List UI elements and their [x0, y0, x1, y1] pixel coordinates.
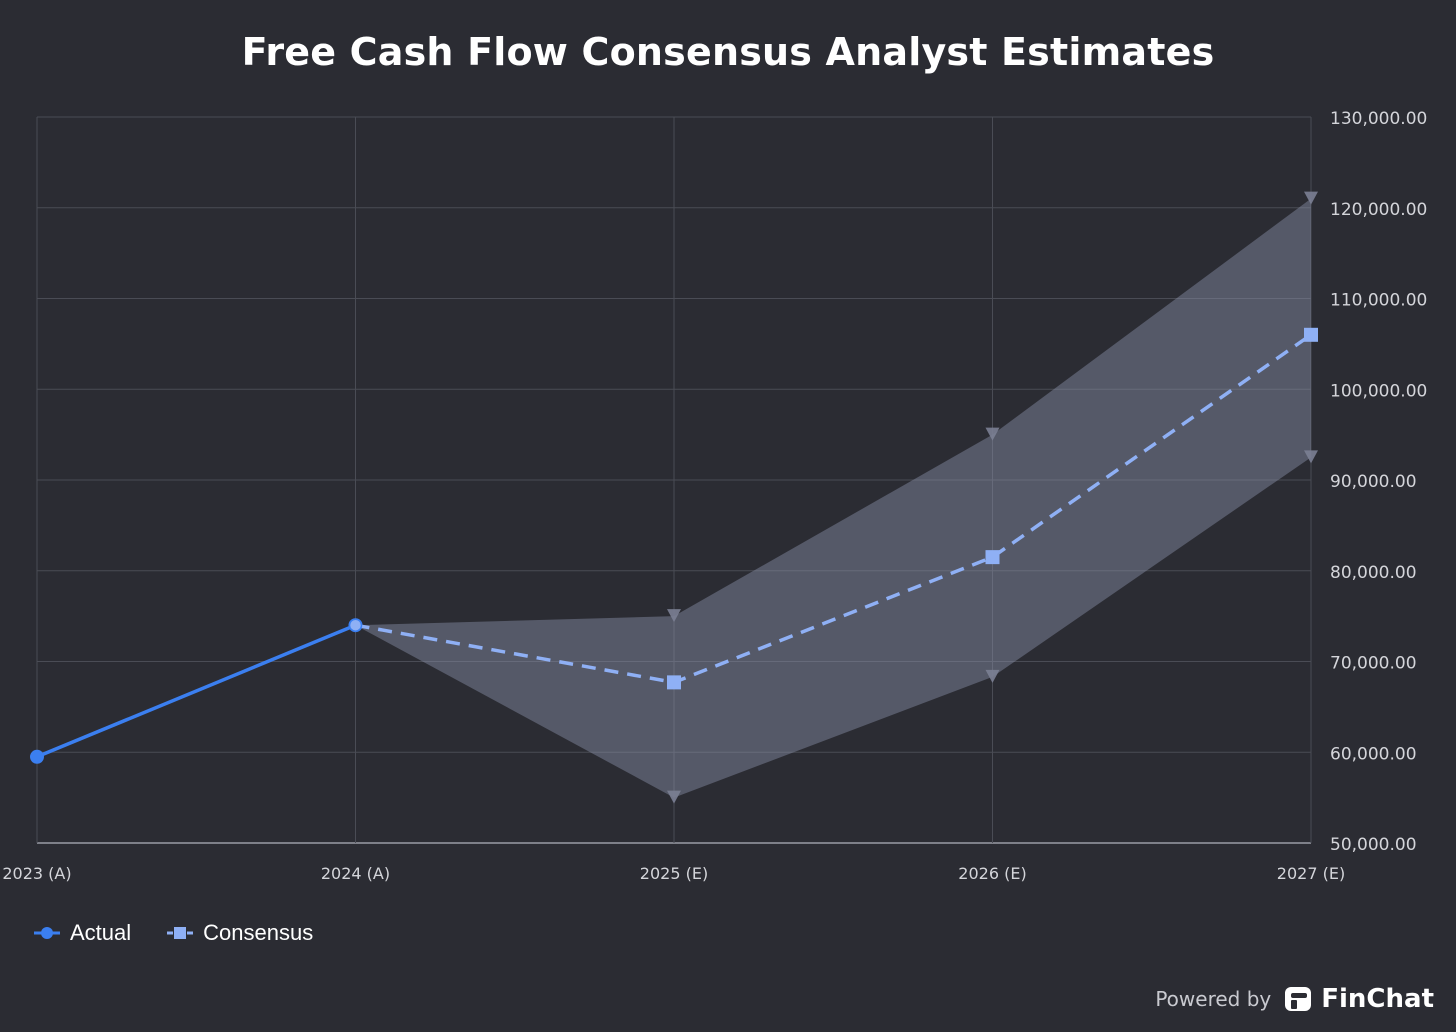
x-tick-label: 2024 (A): [321, 864, 390, 883]
y-tick-label: 130,000.00: [1330, 109, 1427, 129]
y-tick-label: 80,000.00: [1330, 563, 1417, 583]
data-point-actual: [30, 749, 44, 764]
y-tick-label: 90,000.00: [1330, 472, 1417, 492]
chart-title: Free Cash Flow Consensus Analyst Estimat…: [241, 30, 1215, 74]
data-point-consensus: [1304, 327, 1318, 342]
legend: Actual Consensus: [32, 916, 313, 950]
footer: Powered by FinChat: [1155, 984, 1434, 1014]
y-tick-label: 50,000.00: [1330, 835, 1417, 855]
x-tick-label: 2026 (E): [958, 864, 1026, 883]
data-point-consensus: [985, 550, 1000, 565]
series: [30, 327, 1318, 764]
range-low-marker: [1304, 450, 1318, 464]
range-high-marker: [667, 609, 681, 623]
range-low-marker: [667, 790, 681, 804]
y-tick-label: 70,000.00: [1330, 654, 1417, 674]
range-low-marker: [985, 669, 1000, 683]
finchat-logo-icon: [1285, 987, 1312, 1011]
legend-label-consensus: Consensus: [203, 920, 314, 945]
series-line-consensus: [355, 333, 1313, 685]
series-line-actual: [36, 623, 357, 759]
y-tick-label: 100,000.00: [1330, 381, 1427, 401]
estimate-range-band: [355, 191, 1318, 804]
powered-by-text: Powered by: [1155, 987, 1272, 1011]
range-high-marker: [1304, 191, 1318, 205]
x-tick-label: 2025 (E): [640, 864, 708, 883]
y-tick-label: 110,000.00: [1330, 291, 1427, 311]
range-high-marker: [985, 427, 1000, 441]
grid: [36, 116, 1312, 844]
range-band-area: [355, 198, 1311, 798]
chart-canvas: 50,000.00 60,000.00 70,000.00 80,000.00 90,0…: [2, 109, 1427, 883]
brand-name: FinChat: [1321, 984, 1434, 1014]
legend-item-consensus[interactable]: Consensus: [165, 916, 313, 950]
legend-marker-actual-icon: [34, 927, 60, 939]
data-point-consensus: [667, 675, 681, 690]
y-tick-label: 60,000.00: [1330, 744, 1417, 764]
x-tick-label: 2027 (E): [1277, 864, 1345, 883]
x-tick-label: 2023 (A): [2, 864, 71, 883]
data-point-joint: [348, 618, 363, 632]
y-tick-label: 120,000.00: [1330, 200, 1427, 220]
legend-marker-consensus-icon: [167, 927, 194, 939]
legend-item-actual[interactable]: Actual: [32, 916, 131, 950]
axes: 50,000.00 60,000.00 70,000.00 80,000.00 90,0…: [2, 109, 1427, 883]
legend-label-actual: Actual: [70, 920, 132, 945]
